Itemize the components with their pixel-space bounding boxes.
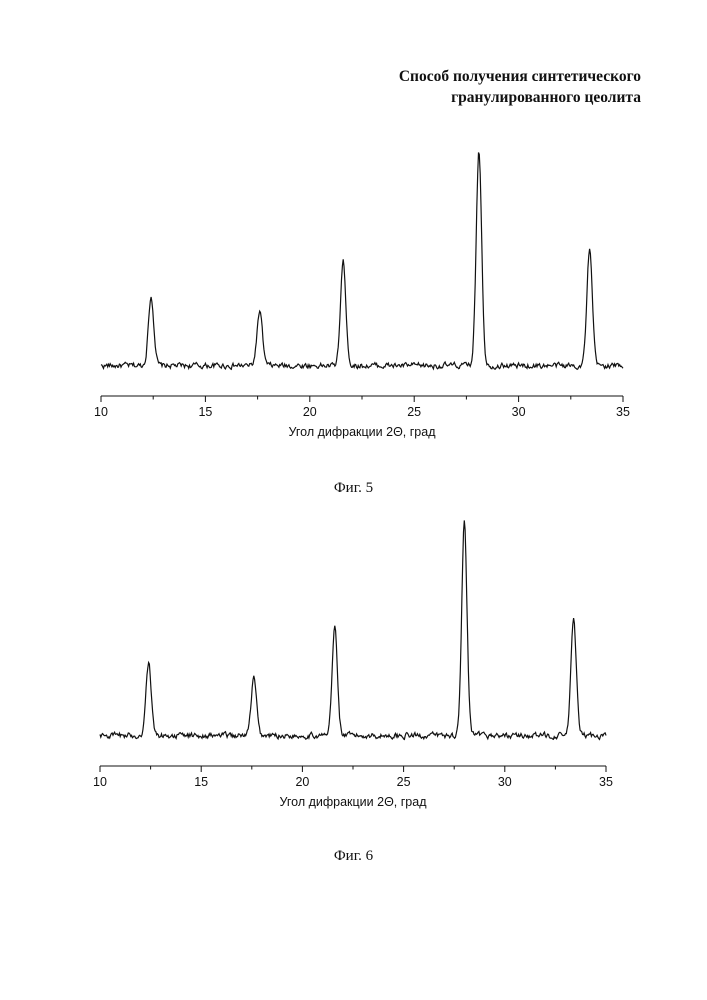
x-tick-label: 25: [397, 775, 411, 789]
x-tick-label: 10: [93, 775, 107, 789]
x-tick-label: 15: [194, 775, 208, 789]
figure-caption-fig5: Фиг. 5: [0, 480, 707, 497]
figure-caption-fig6: Фиг. 6: [0, 848, 707, 865]
x-tick-label: 20: [295, 775, 309, 789]
document-title: Способ получения синтетического гранулир…: [399, 66, 641, 108]
x-tick-label: 10: [94, 405, 108, 419]
x-axis-title: Угол дифракции 2Θ, град: [279, 795, 427, 809]
x-tick-label: 35: [599, 775, 613, 789]
document-title-line1: Способ получения синтетического: [399, 66, 641, 87]
xrd-chart-fig5: 10 15 20 25 30 35 Угол дифракции 2Θ, град: [0, 130, 707, 450]
x-tick-label: 30: [512, 405, 526, 419]
document-title-line2: гранулированного цеолита: [399, 87, 641, 108]
x-tick-label: 15: [198, 405, 212, 419]
x-tick-label: 25: [407, 405, 421, 419]
xrd-chart-fig6: 10 15 20 25 30 35 Угол дифракции 2Θ, град: [0, 505, 707, 825]
x-tick-label: 35: [616, 405, 630, 419]
x-tick-label: 30: [498, 775, 512, 789]
x-tick-label: 20: [303, 405, 317, 419]
x-axis-title: Угол дифракции 2Θ, град: [288, 425, 436, 439]
diffraction-series-line: [100, 520, 606, 739]
diffraction-series-line: [101, 153, 623, 370]
